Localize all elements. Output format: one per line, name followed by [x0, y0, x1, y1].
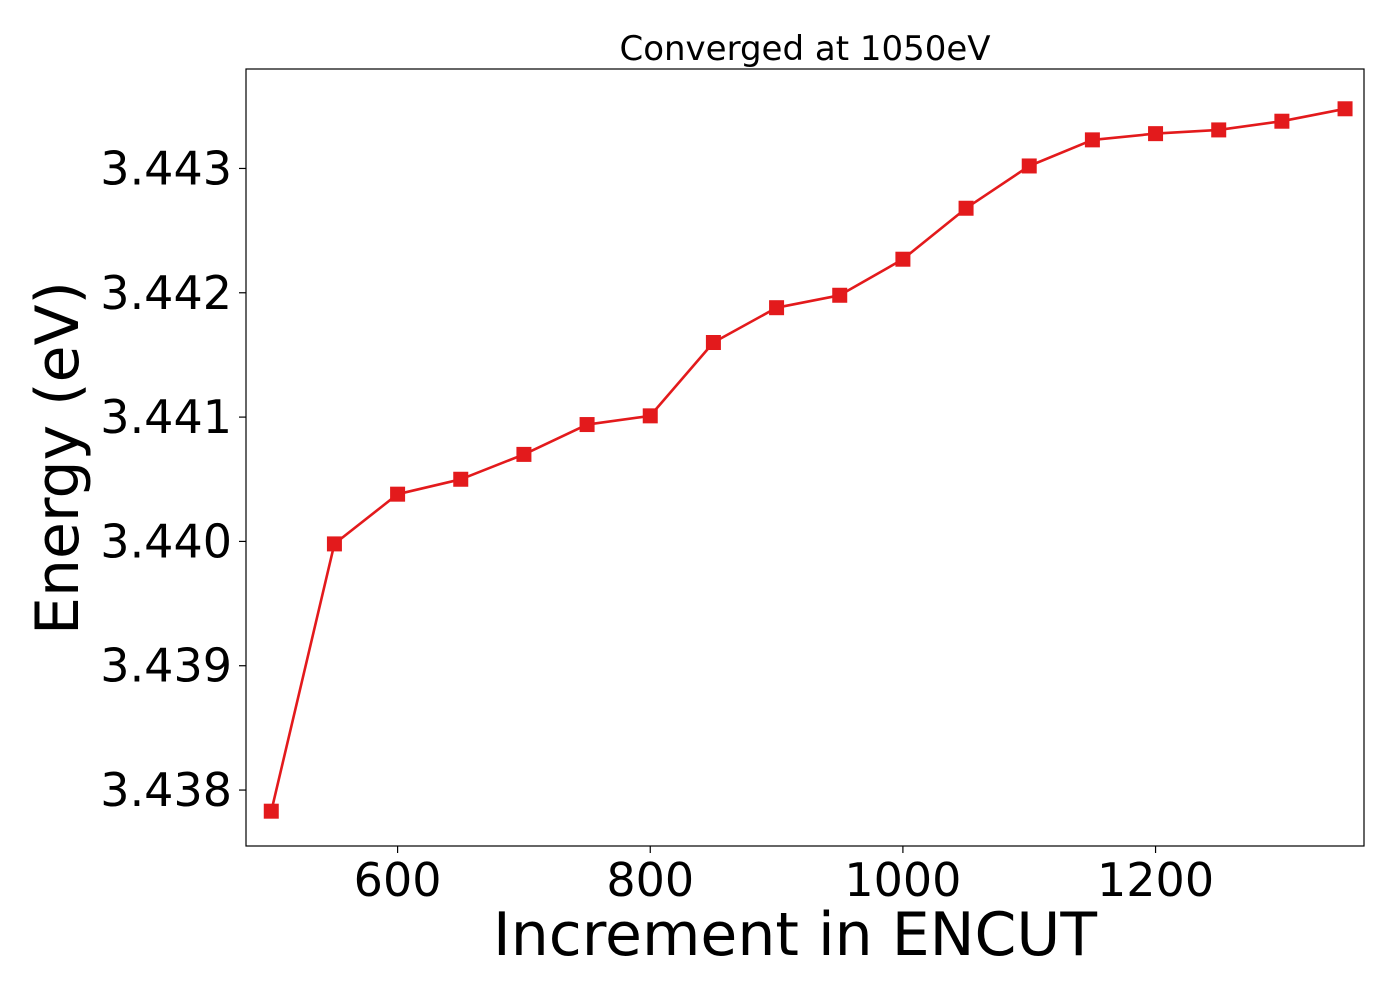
data-series	[263, 101, 1353, 819]
data-point	[642, 408, 658, 424]
x-tick-label: 600	[354, 853, 442, 907]
data-point	[705, 335, 721, 351]
data-point	[1084, 132, 1100, 148]
data-point	[263, 803, 279, 819]
y-tick-label: 3.442	[100, 266, 232, 320]
x-axis-ticks: 600 800 1000 1200	[354, 846, 1214, 907]
data-point	[832, 287, 848, 303]
x-tick-label: 800	[606, 853, 694, 907]
x-tick-label: 1000	[844, 853, 961, 907]
data-point	[1021, 158, 1037, 174]
data-point	[958, 200, 974, 216]
y-tick-label: 3.440	[100, 514, 232, 568]
y-tick-label: 3.439	[100, 639, 232, 693]
data-point	[516, 446, 532, 462]
data-point	[769, 300, 785, 316]
y-tick-label: 3.438	[100, 763, 232, 817]
data-point	[453, 471, 469, 487]
data-point	[1274, 113, 1290, 129]
x-axis-label: Increment in ENCUT	[493, 900, 1097, 970]
chart-title: Converged at 1050eV	[619, 29, 990, 69]
y-axis-ticks: 3.438 3.439 3.440 3.441 3.442 3.443	[100, 141, 246, 817]
data-point	[390, 486, 406, 502]
data-point	[1148, 126, 1164, 142]
y-tick-label: 3.443	[100, 141, 232, 195]
y-axis-label: Energy (eV)	[23, 281, 93, 635]
y-tick-label: 3.441	[100, 390, 232, 444]
data-point	[579, 417, 595, 433]
plot-frame	[245, 68, 1365, 847]
data-point	[1337, 101, 1353, 117]
x-tick-label: 1200	[1097, 853, 1214, 907]
data-point	[895, 251, 911, 267]
data-point	[326, 536, 342, 552]
series-line	[270, 107, 1346, 812]
data-point	[1211, 122, 1227, 138]
plot-area	[245, 68, 1365, 847]
